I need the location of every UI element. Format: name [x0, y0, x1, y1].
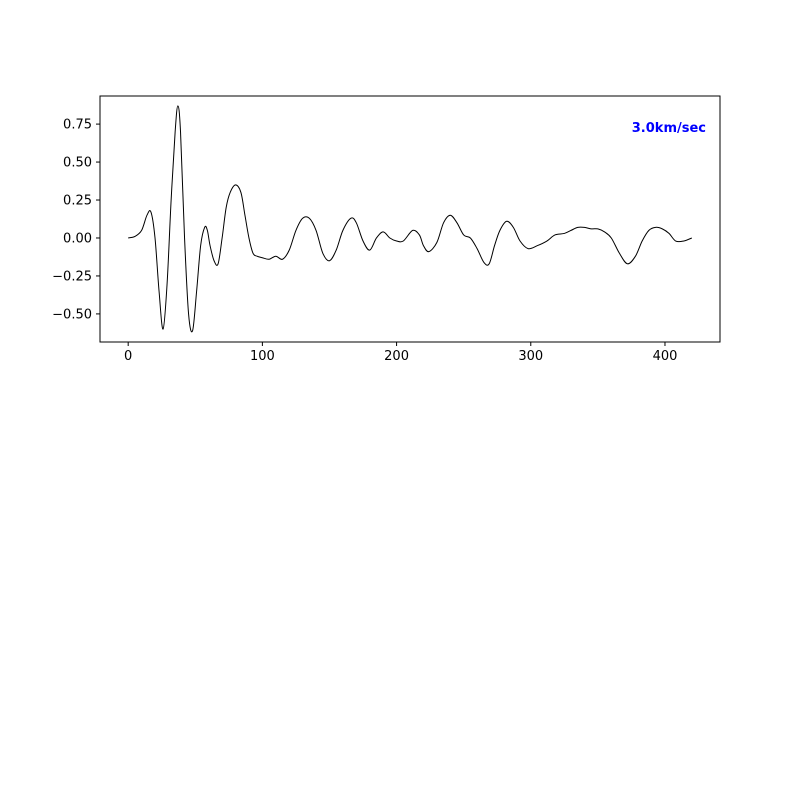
x-tick-label: 100 — [250, 349, 275, 364]
x-axis: 0 100 200 300 400 — [124, 342, 677, 364]
velocity-annotation: 3.0km/sec — [632, 121, 706, 136]
x-tick-label: 0 — [124, 349, 132, 364]
y-tick-label: 0.25 — [63, 194, 92, 209]
x-tick-label: 400 — [653, 349, 678, 364]
y-tick-label: −0.25 — [52, 269, 92, 284]
x-tick-label: 300 — [518, 349, 543, 364]
waveform-line — [128, 105, 693, 333]
y-tick-label: 0.75 — [63, 118, 92, 133]
y-tick-label: 0.00 — [63, 231, 92, 246]
plot-area-frame — [99, 95, 721, 343]
y-axis: −0.50 −0.25 0.00 0.25 0.50 0.75 — [52, 118, 100, 322]
x-tick-label: 200 — [384, 349, 409, 364]
y-tick-label: 0.50 — [63, 156, 92, 171]
y-tick-label: −0.50 — [52, 307, 92, 322]
